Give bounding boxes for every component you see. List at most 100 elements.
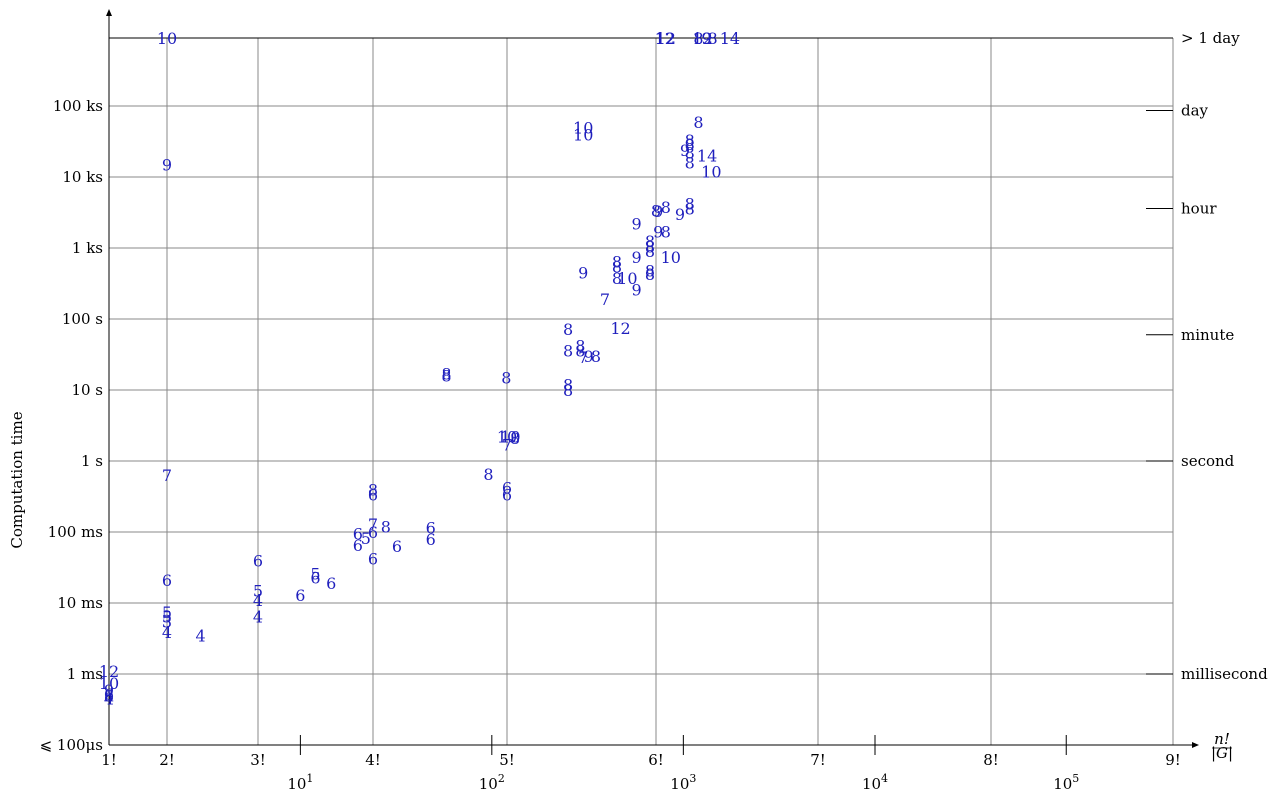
data-point-label: 10 [573,125,593,144]
data-point-label: 7 [578,348,588,367]
data-point-label: 6 [353,524,363,543]
data-point-label: 10 [573,118,593,137]
data-point-label: 4 [162,623,172,642]
grid-layer [109,38,1174,745]
data-point-label: 9 [653,202,663,221]
data-point-label: 8 [645,265,655,284]
x-factorial-tick-label: 9! [1165,751,1181,769]
data-point-label: 6 [326,574,336,593]
data-point-label: 8 [685,144,695,163]
data-point-label: 7 [600,290,610,309]
y-tick-label: 100 ms [48,523,103,541]
x-axis-label-numerator: n! [1214,730,1230,748]
data-point-label: 10 [99,674,119,693]
data-point-label: 6 [162,571,172,590]
data-point-label: 8 [693,113,703,132]
right-tick-label: millisecond [1181,665,1268,683]
data-point-label: 7 [502,436,512,455]
y-axis-label: Computation time [8,411,26,548]
data-point-label: 8 [707,29,717,48]
data-point-label: 12 [610,319,630,338]
data-point-label: 8 [612,269,622,288]
data-point-label: 9 [583,347,593,366]
right-tick-label: > 1 day [1181,29,1240,47]
data-point-label: 6 [353,536,363,555]
y-tick-label: ⩽ 100μs [40,736,103,754]
data-point-label: 8 [645,232,655,251]
data-point-label: 7 [162,466,172,485]
data-point-label: 8 [612,257,622,276]
data-point-label: 5 [310,565,320,584]
data-point-label: 8 [591,347,601,366]
data-point-label: 8 [645,262,655,281]
data-point-label: 10 [661,248,681,267]
y-tick-label: 1 s [81,452,103,470]
data-point-label: 10 [500,428,520,447]
data-point-label: 10 [701,162,721,181]
right-tick-label: second [1181,452,1235,470]
data-point-label: 6 [426,519,436,538]
x-factorial-tick-label: 6! [648,751,664,769]
data-point-label: 8 [563,381,573,400]
y-tick-label: 1 ks [72,239,103,257]
x-power-tick-label: 102 [479,772,505,793]
data-point-label: 5 [162,607,172,626]
data-point-label: 6 [368,550,378,569]
data-point-label: 8 [575,337,585,356]
data-point-label: 8 [685,200,695,219]
data-point-label: 8 [685,154,695,173]
x-factorial-tick-label: 5! [499,751,515,769]
data-point-label: 8 [483,465,493,484]
data-point-label: 8 [661,223,671,242]
data-point-label: 5 [162,603,172,622]
y-tick-label: 10 ms [57,594,103,612]
data-point-label: 4 [104,690,114,709]
data-point-label: 8 [645,242,655,261]
data-point-label: 8 [104,686,114,705]
right-tick-label: minute [1181,326,1234,344]
x-factorial-tick-label: 4! [365,751,381,769]
y-tick-label: 10 ks [62,168,103,186]
data-point-label: 12 [692,29,712,48]
data-point-label: 8 [685,195,695,214]
x-factorial-tick-label: 1! [101,751,117,769]
y-tick-label: 100 ks [53,97,103,115]
data-point-label: 8 [563,320,573,339]
data-point-label: 4 [253,591,263,610]
data-point-label: 9 [631,248,641,267]
data-point-label: 9 [578,264,588,283]
data-point-label: 9 [701,29,711,48]
y-tick-label: 1 ms [67,665,103,683]
data-point-label: 6 [368,485,378,504]
data-point-label: 8 [612,252,622,271]
data-point-label: 14 [720,29,740,48]
data-point-label: 8 [441,367,451,386]
data-point-label: 12 [99,662,119,681]
data-point-label: 6 [295,586,305,605]
data-point-label: 9 [162,155,172,174]
data-point-label: 14 [697,147,717,166]
data-point-label: 8 [685,135,695,154]
data-point-label: 6 [392,537,402,556]
axis-layer [106,9,1199,748]
data-point-label: 9 [104,681,114,700]
data-point-label: 8 [441,365,451,384]
data-point-label: 10 [497,428,517,447]
data-point-label: 8 [510,429,520,448]
data-point-label: 8 [381,517,391,536]
x-axis-arrow-icon [1192,742,1199,748]
data-point-label: 9 [680,141,690,160]
data-point-label: 9 [631,215,641,234]
data-point-label: 8 [693,29,703,48]
y-axis-arrow-icon [106,9,112,16]
data-point-label: 8 [563,375,573,394]
data-point-label: 12 [655,29,675,48]
x-axis-label: n! |G| [1211,730,1233,762]
data-point-label: 8 [685,131,695,150]
data-point-label: 6 [426,530,436,549]
data-point-label: 9 [675,205,685,224]
data-point-label: 4 [253,607,263,626]
data-point-label: 10 [617,269,637,288]
data-point-label: 6 [502,479,512,498]
